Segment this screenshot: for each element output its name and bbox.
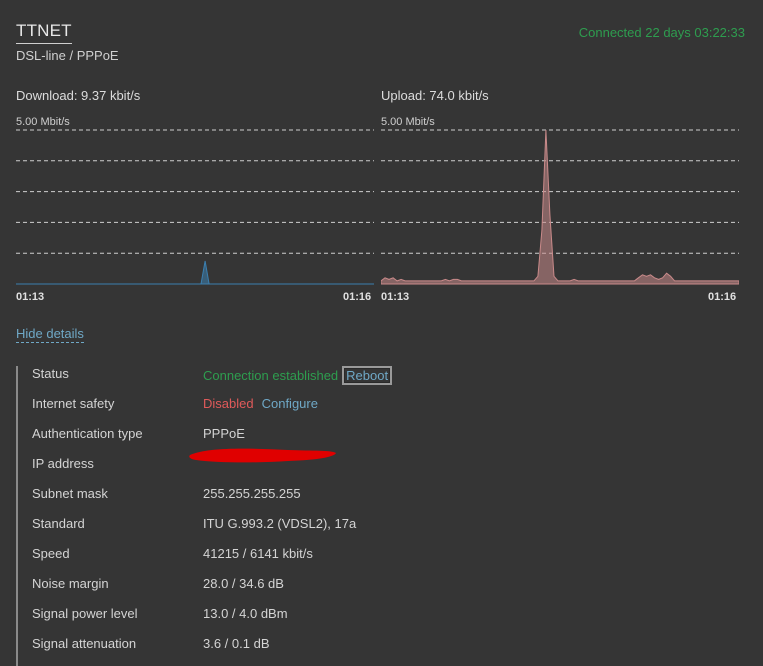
ip-address-redaction	[189, 448, 336, 463]
upload-time-start: 01:13	[381, 291, 410, 303]
upload-time-end: 01:16	[708, 291, 737, 303]
download-graph	[16, 128, 374, 288]
configure-link[interactable]: Configure	[261, 396, 318, 411]
connection-title: TTNET	[16, 21, 72, 44]
traffic-area	[16, 260, 374, 285]
download-time-end: 01:16	[343, 291, 372, 303]
signal-attenuation-value: 3.6 / 0.1 dB	[203, 636, 270, 651]
auth-type-label: Authentication type	[32, 426, 143, 441]
internet-safety-label: Internet safety	[32, 396, 115, 411]
auth-type-value: PPPoE	[203, 426, 245, 441]
details-panel: Status Connection established Reboot Int…	[16, 366, 718, 666]
signal-power-row: Signal power level 13.0 / 4.0 dBm	[18, 606, 718, 636]
noise-margin-row: Noise margin 28.0 / 34.6 dB	[18, 576, 718, 606]
subnet-mask-value: 255.255.255.255	[203, 486, 301, 501]
ip-address-row: IP address	[18, 448, 718, 486]
status-label: Status	[32, 366, 69, 381]
speed-value: 41215 / 6141 kbit/s	[203, 546, 313, 561]
status-row: Status Connection established Reboot	[18, 366, 718, 396]
download-scale-label: 5.00 Mbit/s	[16, 116, 70, 128]
speed-label: Speed	[32, 546, 70, 561]
hide-details-link[interactable]: Hide details	[16, 326, 84, 343]
download-rate-label: Download: 9.37 kbit/s	[16, 88, 141, 103]
uptime-status: Connected 22 days 03:22:33	[578, 25, 745, 40]
status-value: Connection established	[203, 367, 339, 383]
standard-row: Standard ITU G.993.2 (VDSL2), 17a	[18, 516, 718, 546]
upload-rate-label: Upload: 74.0 kbit/s	[381, 88, 489, 103]
standard-value: ITU G.993.2 (VDSL2), 17a	[203, 516, 357, 531]
noise-margin-value: 28.0 / 34.6 dB	[203, 576, 284, 591]
internet-safety-row: Internet safety Disabled Configure	[18, 396, 718, 426]
ip-address-label: IP address	[32, 456, 94, 471]
noise-margin-label: Noise margin	[32, 576, 109, 591]
signal-attenuation-row: Signal attenuation 3.6 / 0.1 dB	[18, 636, 718, 666]
standard-label: Standard	[32, 516, 85, 531]
traffic-area	[381, 129, 739, 285]
upload-graph	[381, 128, 739, 288]
internet-safety-value: Disabled	[203, 396, 254, 411]
signal-power-value: 13.0 / 4.0 dBm	[203, 606, 288, 621]
download-time-start: 01:13	[16, 291, 45, 303]
connection-subtitle: DSL-line / PPPoE	[16, 48, 119, 63]
subnet-mask-row: Subnet mask 255.255.255.255	[18, 486, 718, 516]
reboot-button[interactable]: Reboot	[342, 366, 393, 385]
subnet-mask-label: Subnet mask	[32, 486, 108, 501]
signal-attenuation-label: Signal attenuation	[32, 636, 137, 651]
auth-type-row: Authentication type PPPoE	[18, 426, 718, 456]
upload-scale-label: 5.00 Mbit/s	[381, 116, 435, 128]
speed-row: Speed 41215 / 6141 kbit/s	[18, 546, 718, 576]
signal-power-label: Signal power level	[32, 606, 138, 621]
